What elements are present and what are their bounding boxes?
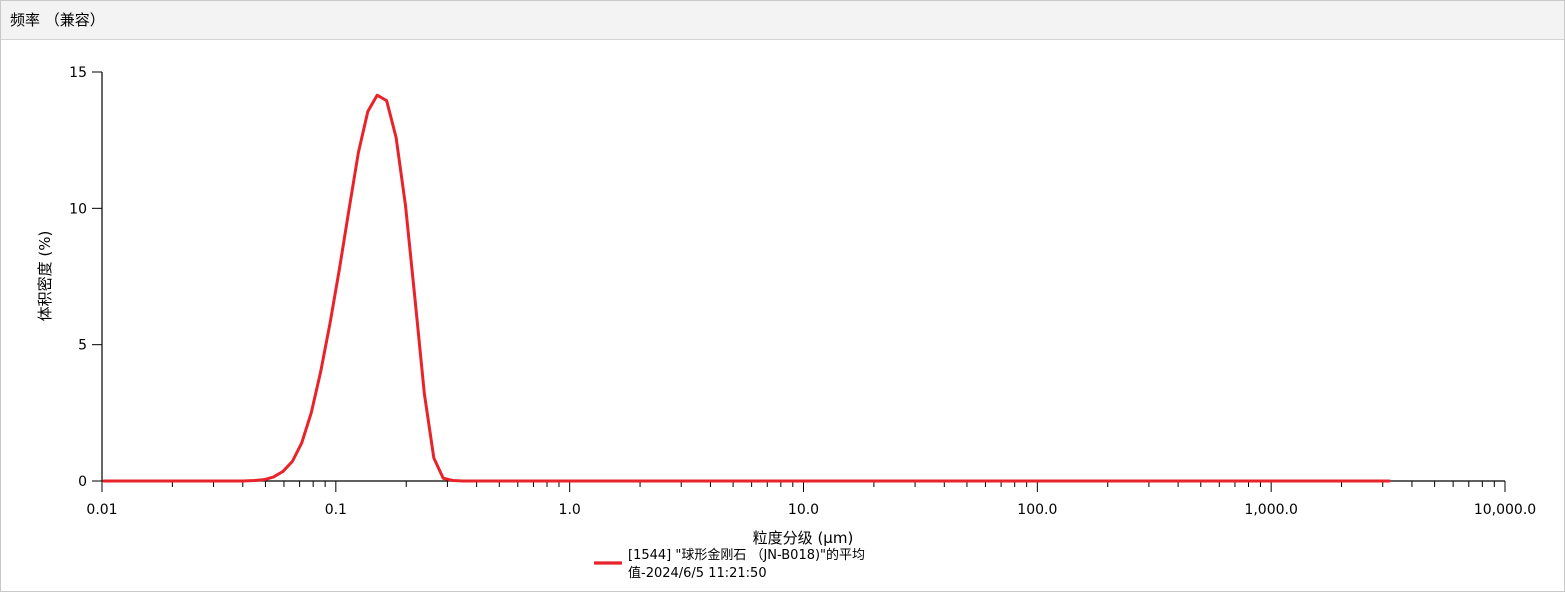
y-ticks: 0 5 10 15 [69,65,102,490]
x-tick-label: 0.1 [325,502,347,518]
y-tick-label: 10 [69,201,87,217]
y-tick-label: 5 [78,338,87,354]
legend: [1544] "球形金刚石 （JN-B018)"的平均 值-2024/6/5 1… [594,547,865,581]
x-tick-label: 100.0 [1017,502,1057,518]
series-line-1 [102,93,1391,483]
panel-title: 频率 （兼容） [10,11,105,29]
legend-label-line-1: [1544] "球形金刚石 （JN-B018)"的平均 [628,547,865,563]
x-tick-label: 0.01 [86,502,117,518]
y-tick-label: 0 [78,474,87,490]
x-tick-label: 1,000.0 [1244,502,1297,518]
x-tick-label: 10,000.0 [1474,502,1536,518]
series-layer [102,93,1391,483]
x-ticks: 0.01 0.1 1.0 10.0 100.0 1,000.0 10,000.0 [86,481,1536,518]
y-tick-label: 15 [69,65,87,81]
x-axis-title: 粒度分级 (μm) [753,529,854,547]
legend-label-line-2: 值-2024/6/5 11:21:50 [628,565,767,581]
y-axis-title: 体积密度 (%) [36,231,54,322]
axes [101,72,1505,482]
x-tick-label: 10.0 [788,502,819,518]
panel-header: 频率 （兼容） [1,1,1564,40]
x-tick-label: 1.0 [559,502,581,518]
